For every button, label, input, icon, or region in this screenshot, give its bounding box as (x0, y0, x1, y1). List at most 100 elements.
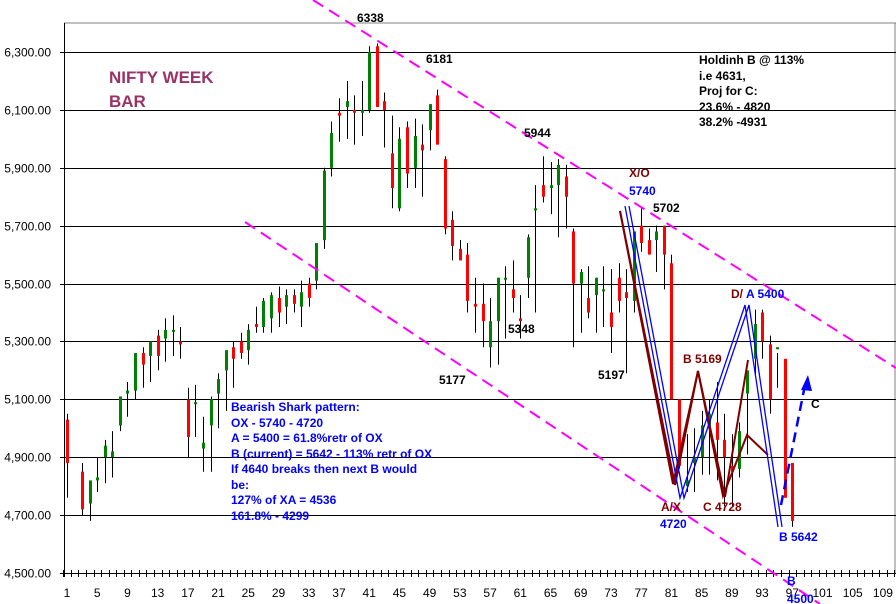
candle-up (134, 353, 137, 391)
candle-up (708, 413, 711, 426)
candle-up (398, 138, 401, 209)
lower-channel-line (244, 221, 821, 604)
maroon-ox (619, 210, 676, 486)
candle-down (421, 144, 424, 151)
candle-up (746, 370, 749, 394)
y-tick-label: 6,300.00 (4, 46, 51, 60)
x-tick-label: 33 (302, 586, 316, 600)
candle-up (489, 321, 492, 348)
candle-up (119, 396, 122, 426)
x-tick-label: 93 (755, 586, 769, 600)
candle-down (625, 292, 628, 299)
candle-down (308, 283, 311, 299)
candle-down (459, 248, 462, 261)
candle-down (565, 176, 568, 197)
candle-up (497, 277, 500, 322)
candle-up (96, 477, 99, 481)
x-tick-label: 73 (604, 586, 618, 600)
candle-down (66, 419, 69, 464)
y-tick-label: 5,700.00 (4, 220, 51, 234)
candle-down (240, 341, 243, 354)
label-5944: 5944 (524, 126, 551, 140)
x-tick-label: 1 (64, 586, 71, 600)
candle-up (323, 170, 326, 241)
x-tick-label: 21 (211, 586, 225, 600)
candle-up (738, 431, 741, 469)
x-tick-label: 89 (725, 586, 739, 600)
x-tick-label: 61 (514, 586, 528, 600)
candle-down (640, 225, 643, 244)
candle-down (731, 465, 734, 472)
x-tick-label: 41 (363, 586, 377, 600)
label-c-4728: C 4728 (703, 500, 742, 514)
label-5197: 5197 (598, 368, 625, 382)
candle-down (769, 344, 772, 400)
candle-up (89, 480, 92, 504)
x-tick-label: 53 (453, 586, 467, 600)
projection-notes: Holdinh B @ 113% i.e 4631, Proj for C: 2… (699, 53, 805, 129)
candle-up (164, 329, 167, 339)
label-d: D/ (731, 287, 744, 301)
candle-down (293, 295, 296, 304)
candle-down (157, 335, 160, 356)
candle-down (338, 112, 341, 116)
candle-down (391, 153, 394, 189)
candle-down (255, 324, 258, 327)
candle-up (210, 399, 213, 426)
label-c: C (811, 397, 820, 411)
candle-down (232, 347, 235, 359)
candle-down (648, 240, 651, 255)
label-6181: 6181 (426, 52, 453, 66)
candle-down (519, 318, 522, 322)
x-tick-label: 17 (181, 586, 195, 600)
candle-down (761, 312, 764, 342)
x-tick-label: 49 (423, 586, 437, 600)
candle-up (534, 208, 537, 211)
y-tick-label: 4,500.00 (4, 567, 51, 581)
x-tick-label: 105 (843, 586, 863, 600)
x-tick-label: 9 (124, 586, 131, 600)
candle-up (172, 329, 175, 332)
candle-down (376, 46, 379, 107)
label-5348: 5348 (508, 322, 535, 336)
title-line-2: BAR (109, 92, 146, 111)
label-5177: 5177 (439, 373, 466, 387)
x-tick-label: 101 (812, 586, 832, 600)
candle-up (104, 445, 107, 458)
x-tick-label: 25 (242, 586, 256, 600)
y-tick-label: 5,300.00 (4, 335, 51, 349)
candle-down (142, 353, 145, 365)
x-tick-label: 65 (544, 586, 558, 600)
x-tick-label: 81 (665, 586, 679, 600)
maroon-bc (697, 370, 726, 498)
candle-up (693, 457, 696, 464)
candle-down (716, 422, 719, 440)
x-tick-label: 45 (393, 586, 407, 600)
candle-up (550, 185, 553, 189)
maroon-xb (674, 370, 699, 486)
arrow-head-icon (801, 375, 812, 391)
x-tick-label: 97 (786, 586, 800, 600)
label-b-5642: B 5642 (779, 530, 818, 544)
label-b-5169: B 5169 (683, 352, 722, 366)
shark-pattern (619, 205, 812, 528)
candle-down (406, 127, 409, 174)
label-4500: 4500 (787, 592, 814, 604)
candle-down (466, 254, 469, 301)
y-tick-label: 5,900.00 (4, 162, 51, 176)
y-tick-label: 4,900.00 (4, 451, 51, 465)
label-a-5400: A 5400 (746, 287, 785, 301)
candle-down (791, 463, 794, 521)
candle-down (678, 399, 681, 466)
candle-down (482, 303, 485, 322)
candle-up (754, 324, 757, 359)
x-axis: 1 5 9 13 17 21 25 29 33 37 41 45 49 53 57 61 65 69 73 77 81 8… (63, 570, 896, 600)
projection-arrow (779, 384, 807, 506)
trend-lines (244, 0, 896, 604)
candle-up (247, 329, 250, 351)
candle-up (149, 341, 152, 356)
candle-up (361, 109, 364, 113)
label-4720: 4720 (660, 517, 687, 531)
candle-up (602, 289, 605, 292)
